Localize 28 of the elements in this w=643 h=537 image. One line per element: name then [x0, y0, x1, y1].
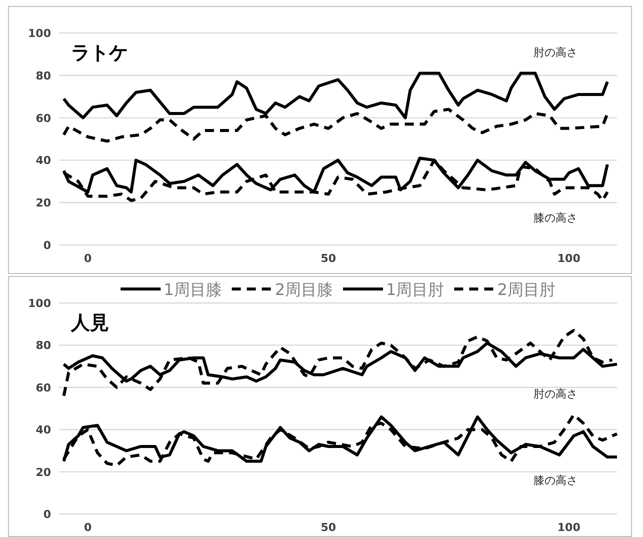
x-tick-label: 50: [320, 252, 336, 265]
legend-label: 1周目膝: [164, 280, 222, 299]
x-tick-label: 100: [557, 252, 581, 265]
y-tick-label: 20: [36, 466, 52, 479]
text: ラトケ: [71, 42, 128, 64]
legend-label: 1周目肘: [386, 280, 444, 299]
annotation: 膝の高さ: [534, 474, 578, 488]
annotation: 肘の高さ: [534, 388, 578, 401]
y-tick-label: 80: [36, 339, 52, 352]
x-tick-label: 0: [84, 252, 92, 265]
y-tick-label: 0: [43, 239, 52, 252]
y-tick-label: 0: [43, 508, 52, 521]
y-tick-label: 20: [36, 196, 52, 210]
annotation: 膝の高さ: [534, 211, 578, 224]
y-tick-label: 100: [28, 27, 52, 40]
x-tick-label: 0: [84, 521, 92, 534]
annotation: 肘の高さ: [534, 46, 578, 60]
y-tick-label: 40: [36, 154, 52, 168]
y-tick-label: 60: [36, 112, 52, 125]
y-tick-label: 60: [36, 381, 52, 394]
y-tick-label: 80: [36, 69, 52, 82]
text: 人見: [70, 312, 109, 334]
y-tick-label: 40: [36, 424, 52, 437]
legend-label: 2周目膝: [274, 280, 333, 299]
legend-label: 2周目肘: [497, 280, 556, 299]
x-tick-label: 100: [557, 521, 581, 534]
x-tick-label: 50: [320, 521, 336, 534]
y-tick-label: 100: [28, 297, 52, 310]
